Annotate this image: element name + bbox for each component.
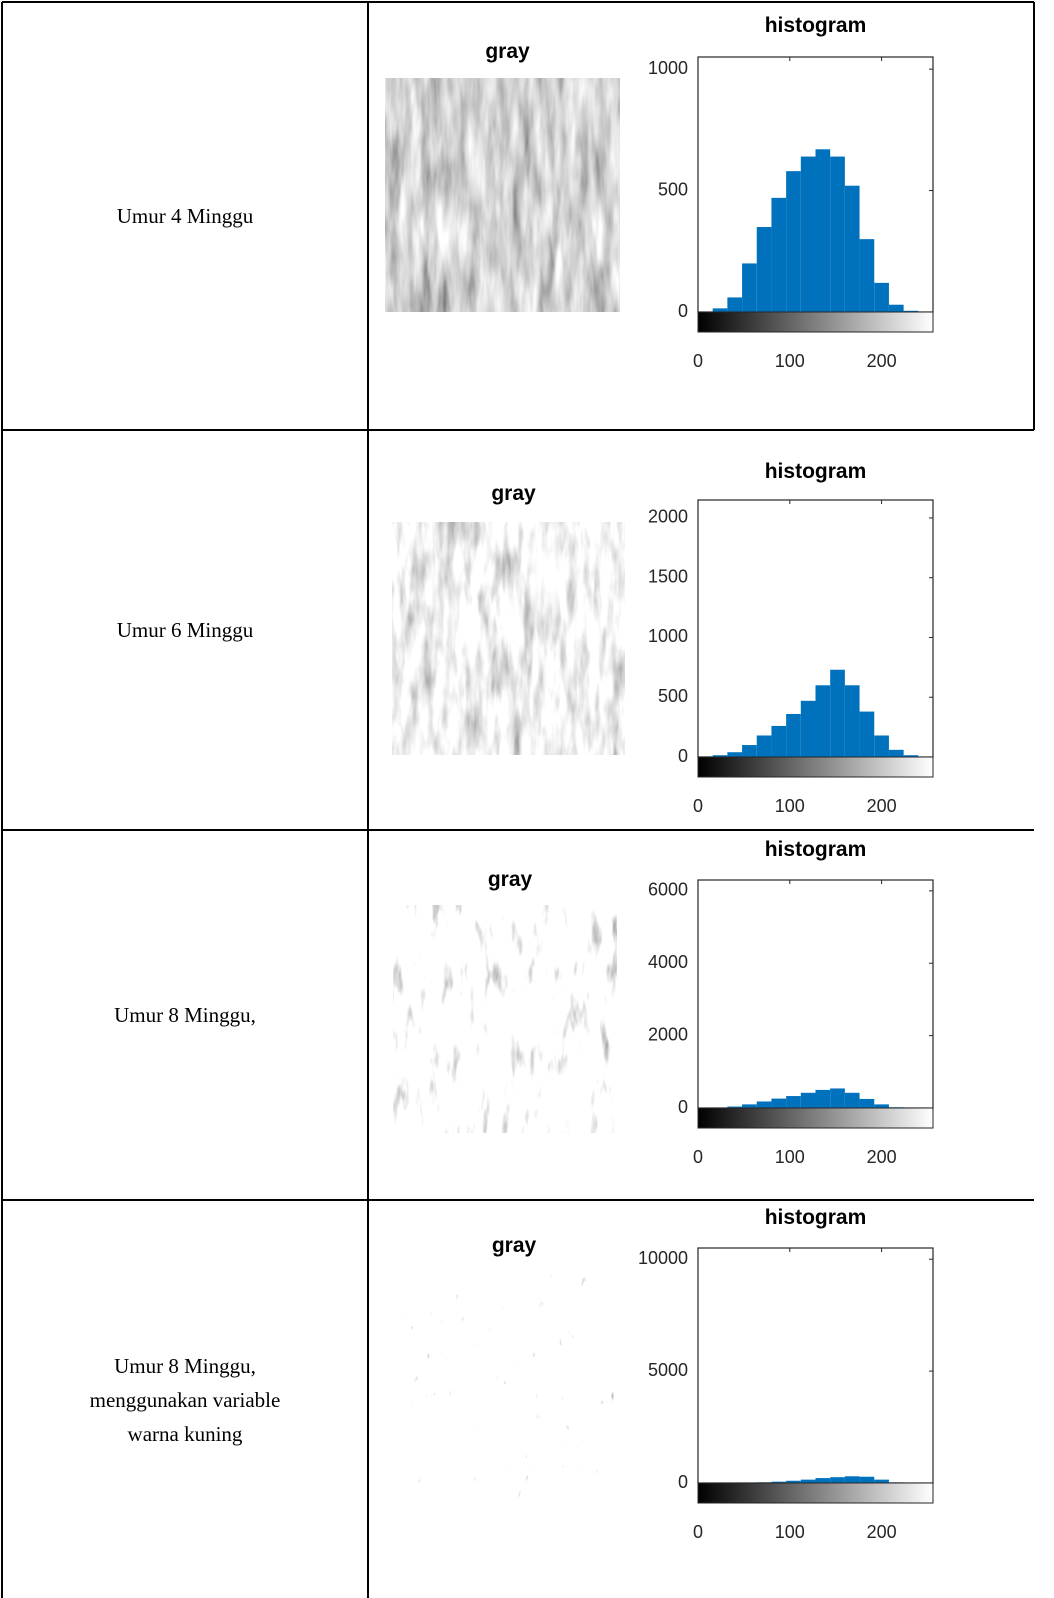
row-label: Umur 6 Minggu (117, 618, 254, 642)
bar (771, 198, 786, 312)
bar (757, 1101, 772, 1108)
bar (860, 1477, 875, 1483)
bar (830, 157, 845, 312)
y-tick-label: 10000 (638, 1248, 688, 1268)
bar (786, 1096, 801, 1108)
bar (889, 750, 904, 757)
bar (860, 239, 875, 312)
chart-title: histogram (765, 838, 867, 861)
colorbar (698, 1108, 933, 1128)
bar (860, 712, 875, 757)
gray-image (392, 522, 625, 755)
chart-title: histogram (765, 14, 867, 37)
x-tick-label: 200 (867, 351, 897, 371)
colorbar (698, 312, 933, 332)
bar (816, 685, 831, 757)
image-title: gray (492, 1234, 537, 1257)
gray-image (393, 905, 617, 1133)
bar (845, 1476, 860, 1483)
bar (816, 1090, 831, 1108)
bar (742, 263, 757, 312)
image-title: gray (491, 482, 536, 505)
bar (742, 745, 757, 757)
x-tick-label: 100 (775, 1147, 805, 1167)
bar (742, 1104, 757, 1108)
y-tick-label: 2000 (648, 1024, 688, 1044)
bar (786, 171, 801, 312)
bar (801, 1480, 816, 1483)
y-tick-label: 6000 (648, 880, 688, 900)
bar (713, 308, 728, 312)
y-tick-label: 2000 (648, 507, 688, 527)
bar (757, 227, 772, 312)
bar (830, 1088, 845, 1108)
bar (771, 1099, 786, 1108)
x-tick-label: 0 (693, 796, 703, 816)
bar (757, 735, 772, 757)
x-tick-label: 200 (867, 796, 897, 816)
colorbar (698, 1483, 933, 1503)
y-tick-label: 1000 (648, 626, 688, 646)
x-tick-label: 100 (775, 1522, 805, 1542)
image-title: gray (488, 868, 533, 891)
bar (874, 1104, 889, 1108)
y-tick-label: 1000 (648, 58, 688, 78)
bar (889, 305, 904, 312)
bar (845, 186, 860, 312)
y-tick-label: 5000 (648, 1360, 688, 1380)
gray-image (385, 78, 620, 312)
y-tick-label: 0 (678, 301, 688, 321)
bar (830, 1477, 845, 1483)
colorbar (698, 757, 933, 777)
y-tick-label: 0 (678, 746, 688, 766)
bar (816, 1478, 831, 1483)
plot-area (698, 1248, 933, 1483)
row-label: menggunakan variable (90, 1388, 281, 1412)
row-label: Umur 8 Minggu, (114, 1354, 256, 1378)
x-tick-label: 0 (693, 1147, 703, 1167)
y-tick-label: 0 (678, 1097, 688, 1117)
page: Umur 4 Minggugrayhistogram05001000010020… (0, 0, 1054, 1598)
x-tick-label: 100 (775, 796, 805, 816)
bar (874, 735, 889, 757)
y-tick-label: 4000 (648, 952, 688, 972)
bar (845, 1093, 860, 1108)
bar (830, 670, 845, 757)
bar (845, 685, 860, 757)
chart-title: histogram (765, 460, 867, 483)
x-tick-label: 200 (867, 1522, 897, 1542)
y-tick-label: 500 (658, 686, 688, 706)
image-title: gray (485, 40, 530, 63)
plot-area (698, 880, 933, 1108)
y-tick-label: 0 (678, 1472, 688, 1492)
row-label: Umur 8 Minggu, (114, 1003, 256, 1027)
gray-image (403, 1272, 615, 1500)
row-label: warna kuning (128, 1422, 243, 1446)
bar (801, 157, 816, 312)
y-tick-label: 1500 (648, 566, 688, 586)
bar (771, 726, 786, 757)
bar (727, 752, 742, 757)
x-tick-label: 100 (775, 351, 805, 371)
bar (727, 297, 742, 312)
x-tick-label: 200 (867, 1147, 897, 1167)
x-tick-label: 0 (693, 351, 703, 371)
bar (801, 701, 816, 757)
bar (786, 714, 801, 757)
chart-title: histogram (765, 1206, 867, 1229)
bar (874, 283, 889, 312)
bar (816, 149, 831, 312)
row-label: Umur 4 Minggu (117, 204, 254, 228)
bar (801, 1093, 816, 1108)
x-tick-label: 0 (693, 1522, 703, 1542)
bar (874, 1480, 889, 1483)
y-tick-label: 500 (658, 179, 688, 199)
bar (860, 1099, 875, 1108)
